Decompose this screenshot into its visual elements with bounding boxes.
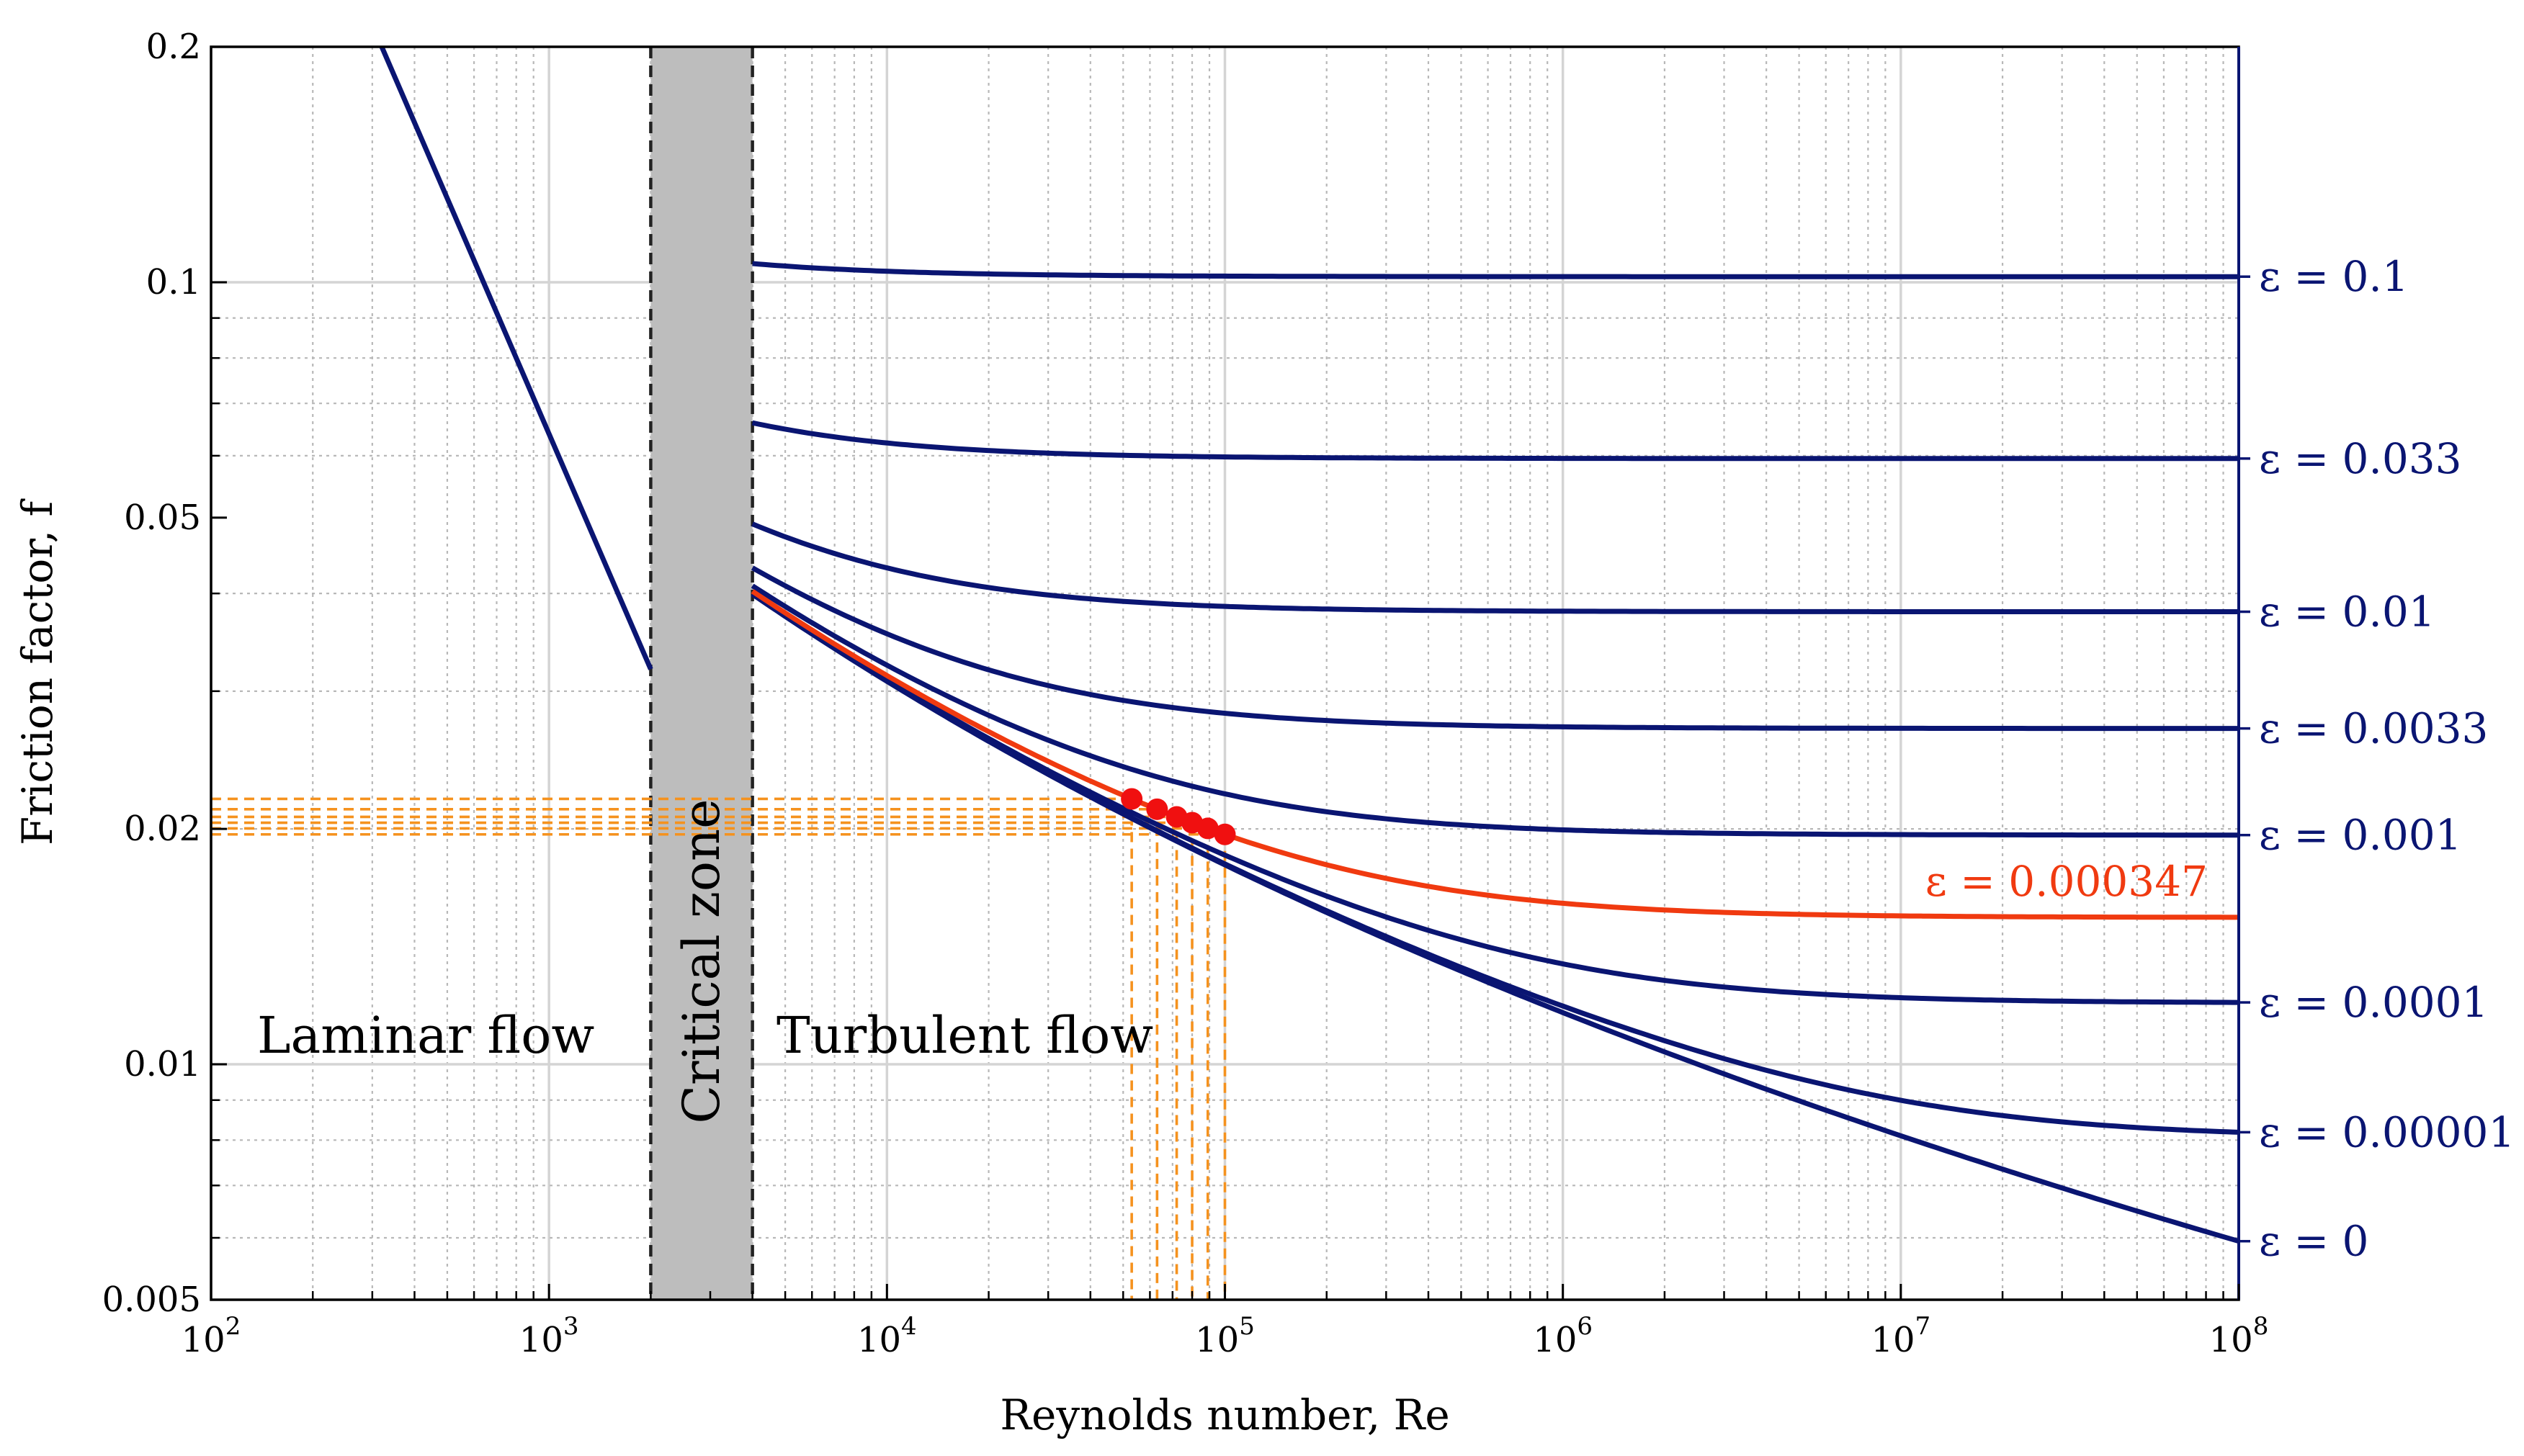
x-tick-base: 10	[857, 1320, 901, 1360]
y-tick-label: 0.05	[124, 498, 201, 538]
x-tick-label: 105	[1195, 1312, 1255, 1360]
epsilon-label-eps-0.033: ε = 0.033	[2259, 434, 2462, 483]
x-tick-base: 10	[519, 1320, 563, 1360]
critical-zone-label: Critical zone	[672, 799, 731, 1123]
curves-layer	[379, 45, 2239, 1244]
x-tick-label: 103	[519, 1312, 579, 1360]
x-tick-base: 10	[2209, 1320, 2253, 1360]
epsilon-label-eps-0.1: ε = 0.1	[2259, 252, 2409, 301]
laminar-line	[379, 45, 653, 670]
reference-lines-layer	[211, 797, 1227, 1300]
highlight-point-5	[1196, 817, 1219, 840]
curve-eps-0.001	[751, 583, 2239, 838]
epsilon-label-eps-0.01: ε = 0.01	[2259, 588, 2435, 637]
x-tick-exponent: 4	[901, 1312, 917, 1341]
curve-eps-0.01	[751, 521, 2239, 614]
x-tick-base: 10	[1871, 1320, 1915, 1360]
epsilon-label-eps-0.0001: ε = 0.0001	[2259, 978, 2488, 1027]
y-tick-label: 0.1	[146, 262, 201, 302]
epsilon-label-eps-0: ε = 0	[2259, 1217, 2368, 1266]
x-tick-exponent: 7	[1915, 1312, 1931, 1341]
curve-eps-0	[751, 592, 2239, 1244]
x-tick-exponent: 8	[2253, 1312, 2269, 1341]
x-axis-title: Reynolds number, Re	[1000, 1390, 1449, 1439]
x-tick-label: 104	[857, 1312, 917, 1360]
y-tick-label: 0.02	[124, 809, 201, 849]
critical-zone-band	[650, 47, 753, 1300]
epsilon-label-eps-0.0033: ε = 0.0033	[2259, 704, 2488, 753]
curve-eps-0.033	[751, 420, 2239, 462]
x-tick-label: 108	[2209, 1312, 2269, 1360]
turbulent-flow-label: Turbulent flow	[777, 1006, 1153, 1065]
x-tick-exponent: 3	[563, 1312, 579, 1341]
curve-eps-0.0033	[751, 565, 2239, 732]
highlight-points-layer	[1121, 788, 1236, 845]
x-tick-exponent: 6	[1577, 1312, 1593, 1341]
x-tick-label: 102	[182, 1312, 241, 1360]
x-tick-base: 10	[182, 1320, 225, 1360]
highlight-point-1	[1121, 788, 1143, 810]
region-layer	[649, 47, 754, 1300]
epsilon-label-eps-0.000347: ε = 0.000347	[1925, 857, 2208, 906]
curve-eps-0.1	[752, 261, 2239, 279]
x-tick-exponent: 5	[1239, 1312, 1255, 1341]
epsilon-label-eps-0.00001: ε = 0.00001	[2259, 1107, 2515, 1156]
y-tick-label: 0.01	[124, 1044, 201, 1084]
y-axis-title: Friction factor, f	[13, 498, 62, 845]
epsilon-label-eps-0.001: ε = 0.001	[2259, 811, 2462, 860]
x-tick-exponent: 2	[225, 1312, 241, 1341]
labels-layer: Reynolds number, Re Friction factor, f L…	[13, 27, 2515, 1439]
x-tick-label: 107	[1871, 1312, 1930, 1360]
x-tick-base: 10	[1195, 1320, 1239, 1360]
highlight-point-2	[1146, 798, 1168, 820]
axes-frame	[210, 45, 2250, 1301]
y-tick-label: 0.2	[146, 27, 201, 67]
x-tick-label: 106	[1533, 1312, 1593, 1360]
grid-layer	[210, 45, 2240, 1300]
x-tick-base: 10	[1533, 1320, 1577, 1360]
highlight-point-6	[1214, 823, 1236, 845]
laminar-flow-label: Laminar flow	[257, 1006, 594, 1065]
curve-eps-0.000347	[751, 589, 2239, 920]
y-tick-label: 0.005	[102, 1280, 201, 1320]
